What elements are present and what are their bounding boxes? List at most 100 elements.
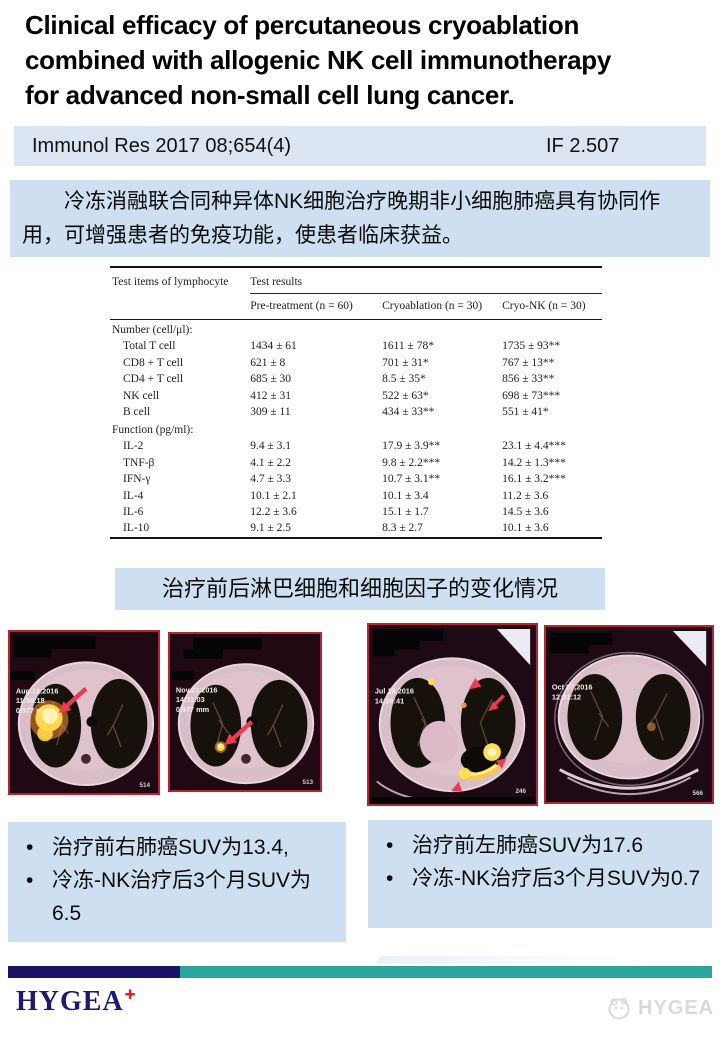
table-cell-item: TNF-β xyxy=(123,456,155,469)
table-cell-value: 4.1 ± 2.2 xyxy=(250,456,292,469)
table-row: CD4 + T cell 685 ± 30 8.5 ± 35* 856 ± 33** xyxy=(110,371,602,387)
redaction-bars xyxy=(10,636,96,680)
footer-teal-bar xyxy=(180,966,712,978)
note-item: 冷冻-NK治疗后3个月SUV为0.7 xyxy=(374,862,704,895)
scan-date-label: Jul 18,2016 xyxy=(375,687,414,696)
tumor-hotspots xyxy=(428,678,501,780)
pet-ct-scan-posttreatment-right: Nov.23.2016 14:11:03 0.977 mm 513 xyxy=(168,632,322,792)
table-body: Number (cell/μl): Total T cell 1434 ± 61 16… xyxy=(110,320,602,538)
suv-notes-right-lung: 治疗前右肺癌SUV为13.4,冷冻-NK治疗后3个月SUV为6.5 xyxy=(8,822,346,942)
spine xyxy=(241,753,251,764)
table-cell-value: 522 ± 63* xyxy=(382,389,429,402)
table-cell-value: 9.4 ± 3.1 xyxy=(250,440,292,453)
pet-ct-scan-posttreatment-left: Oct 07,2016 12:31:12 566 xyxy=(544,625,714,804)
decorative-streak xyxy=(375,956,651,964)
pet-ct-scan-pretreatment-right: Aug.12.2016 11:59:18 0.977 mm 514 xyxy=(8,630,160,795)
table-cell-value: 10.1 ± 3.4 xyxy=(382,489,429,502)
scan-slice-number: 513 xyxy=(302,779,313,786)
table-cell-value: 23.1 ± 4.4*** xyxy=(502,440,566,453)
table-cell-item: IL-10 xyxy=(123,522,150,535)
summary-text: 冷冻消融联合同种异体NK细胞治疗晚期非小细胞肺癌具有协同作用，可增强患者的免疫功… xyxy=(22,190,661,247)
scan-slice-number: 514 xyxy=(140,782,151,789)
hygea-logo-cross-icon: ✚ xyxy=(124,988,136,1003)
page-title: Clinical efficacy of percutaneous cryoab… xyxy=(25,8,685,113)
redaction-bars xyxy=(372,629,444,657)
redaction-bars xyxy=(549,632,613,654)
table-cell-value: 309 ± 11 xyxy=(250,405,291,418)
notes-list-left: 治疗前右肺癌SUV为13.4,冷冻-NK治疗后3个月SUV为6.5 xyxy=(14,831,338,930)
results-table-wrap: Test items of lymphocyte Test results Pr… xyxy=(110,266,602,539)
table-cell-value: 1735 ± 93** xyxy=(502,340,561,353)
hygea-watermark-text: HYGEA xyxy=(638,996,715,1019)
scan-time-label: 14:26:41 xyxy=(375,696,404,705)
table-cell-value: 8.5 ± 35* xyxy=(382,373,426,386)
table-cell-value: 9.1 ± 2.5 xyxy=(250,522,292,535)
table-cell-value: 412 ± 31 xyxy=(250,389,292,402)
impact-factor: IF 2.507 xyxy=(546,135,620,157)
lungs xyxy=(190,679,308,768)
table-cell-value: 14.5 ± 3.6 xyxy=(502,505,549,518)
table-cell-item: IFN-γ xyxy=(123,473,151,486)
table-cell-value: 621 ± 8 xyxy=(250,356,286,369)
lungs xyxy=(567,673,691,760)
scan-slice-number: 566 xyxy=(692,790,703,797)
table-cell-value: 698 ± 73*** xyxy=(502,389,561,402)
hygea-logo-text: HYGEA xyxy=(16,986,124,1017)
scan-time-label: 12:31:12 xyxy=(552,692,581,701)
table-col1-header: Test items of lymphocyte xyxy=(110,267,251,320)
table-cell-value: 1611 ± 78* xyxy=(382,340,434,353)
table-cell-value: 12.2 ± 3.6 xyxy=(250,505,297,518)
summary-box: 冷冻消融联合同种异体NK细胞治疗晚期非小细胞肺癌具有协同作用，可增强患者的免疫功… xyxy=(10,180,710,257)
table-row: TNF-β 4.1 ± 2.2 9.8 ± 2.2*** 14.2 ± 1.3*** xyxy=(110,455,602,471)
table-cell-value: 856 ± 33** xyxy=(502,373,555,386)
journal-citation: Immunol Res 2017 08;654(4) xyxy=(32,135,292,157)
redaction-bars xyxy=(170,637,262,680)
scan-time-label: 14:11:03 xyxy=(176,695,205,704)
pet-ct-scan-graphic: Oct 07,2016 12:31:12 566 xyxy=(546,627,712,802)
table-header-row: Test items of lymphocyte Test results xyxy=(110,267,602,320)
suv-notes-left-lung: 治疗前左肺癌SUV为17.6冷冻-NK治疗后3个月SUV为0.7 xyxy=(368,820,712,928)
table-group-header: Test results xyxy=(250,267,602,294)
table-cell-value: 10.1 ± 3.6 xyxy=(502,522,549,535)
heart xyxy=(419,720,459,764)
table-cell-value: 8.3 ± 2.7 xyxy=(382,522,423,535)
pet-ct-scan-graphic: Nov.23.2016 14:11:03 0.977 mm 513 xyxy=(170,634,320,790)
note-item: 治疗前右肺癌SUV为13.4, xyxy=(14,831,338,864)
table-cell-item: IL-2 xyxy=(123,440,144,453)
journal-bar: Immunol Res 2017 08;654(4) IF 2.507 xyxy=(14,126,706,166)
table-cell-item: Total T cell xyxy=(123,340,176,353)
table-row: B cell 309 ± 11 434 ± 33** 551 ± 41* xyxy=(110,404,602,420)
page-title-line: Clinical efficacy of percutaneous cryoab… xyxy=(25,10,580,40)
table-cell-value: 1434 ± 61 xyxy=(250,340,297,353)
table-section-row: Function (pg/ml): xyxy=(110,420,602,438)
scan-thickness-label: 0.977 mm xyxy=(16,706,50,715)
outer-ring xyxy=(554,651,704,787)
table-row: IL-6 12.2 ± 3.6 15.1 ± 1.7 14.5 ± 3.6 xyxy=(110,504,602,520)
table-col-header-cryonk: Cryo-NK (n = 30) xyxy=(502,293,602,320)
scan-time-label: 11:59:18 xyxy=(16,696,45,705)
tumor-hotspot xyxy=(29,700,69,742)
table-col-header-pretreatment: Pre-treatment (n = 60) xyxy=(250,293,383,320)
table-cell-value: 4.7 ± 3.3 xyxy=(250,473,292,486)
table-cell-item: IL-6 xyxy=(123,505,144,518)
note-item: 治疗前左肺癌SUV为17.6 xyxy=(374,829,704,862)
table-cell-value: 11.2 ± 3.6 xyxy=(502,489,549,502)
arrow-annotation xyxy=(58,687,88,713)
table-cell-value: 685 ± 30 xyxy=(250,373,292,386)
table-section-row: Number (cell/μl): xyxy=(110,320,602,339)
page-title-line: combined with allogenic NK cell immunoth… xyxy=(25,45,612,75)
notes-list-right: 治疗前左肺癌SUV为17.6冷冻-NK治疗后3个月SUV为0.7 xyxy=(374,829,704,895)
table-cell-item: CD4 + T cell xyxy=(123,373,184,386)
hygea-watermark-icon xyxy=(608,997,630,1020)
table-cell-value: 434 ± 33** xyxy=(382,405,435,418)
table-row: CD8 + T cell 621 ± 8 701 ± 31* 767 ± 13** xyxy=(110,355,602,371)
pet-ct-scan-graphic: Aug.12.2016 11:59:18 0.977 mm 514 xyxy=(10,632,158,793)
table-subheader-row: Pre-treatment (n = 60) Cryoablation (n =… xyxy=(110,293,602,320)
table-row: IL-2 9.4 ± 3.1 17.9 ± 3.9** 23.1 ± 4.4*** xyxy=(110,438,602,454)
note-item: 冷冻-NK治疗后3个月SUV为6.5 xyxy=(14,864,338,930)
table-row: Total T cell 1434 ± 61 1611 ± 78* 1735 ± 93… xyxy=(110,338,602,354)
table-section-label: Function (pg/ml): xyxy=(112,424,194,437)
table-cell-value: 551 ± 41* xyxy=(502,405,549,418)
hygea-watermark: HYGEA xyxy=(606,995,714,1021)
